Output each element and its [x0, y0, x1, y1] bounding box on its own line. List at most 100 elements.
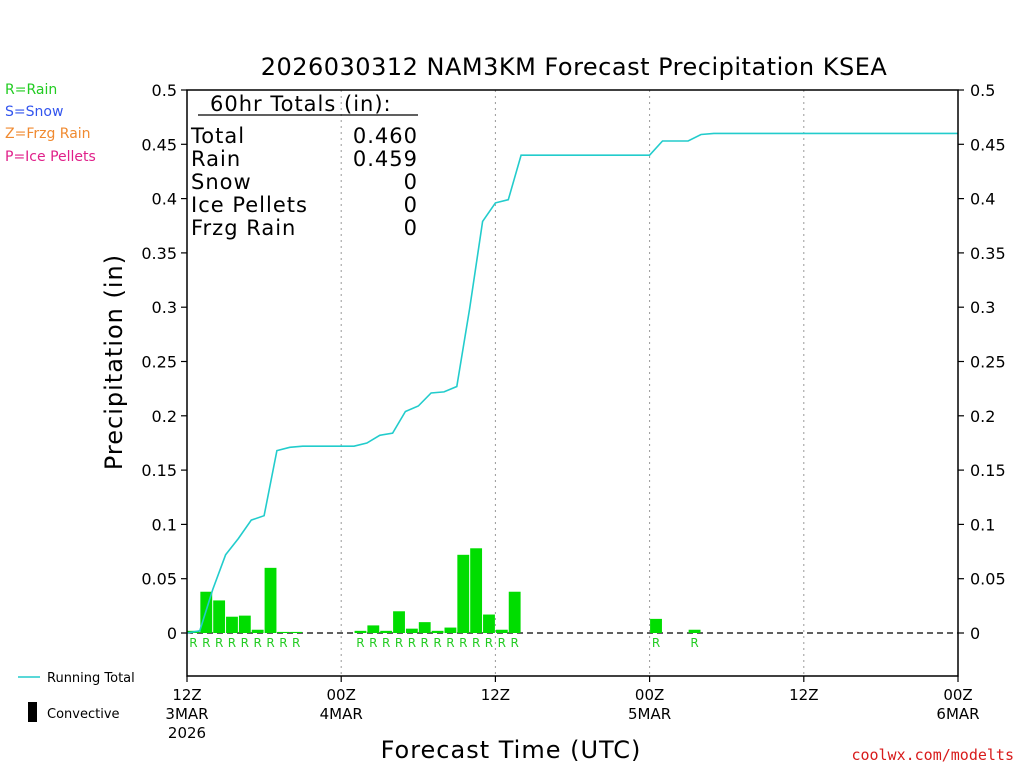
- x-tick-date: 5MAR: [628, 705, 671, 723]
- chart-title: 2026030312 NAM3KM Forecast Precipitation…: [261, 53, 888, 81]
- ptype-marker-rain: R: [228, 636, 236, 650]
- ptype-marker-rain: R: [472, 636, 480, 650]
- ptype-marker-rain: R: [498, 636, 506, 650]
- y-tick-label-left: 0.3: [152, 298, 177, 317]
- bottom-legend: Running Total Convective: [18, 671, 135, 722]
- y-tick-label-left: 0.25: [141, 353, 177, 372]
- bar-hour-40: [688, 629, 701, 633]
- ptype-marker-rain: R: [279, 636, 287, 650]
- ptype-marker-rain: R: [459, 636, 467, 650]
- y-tick-label-left: 0.15: [141, 461, 177, 480]
- ptype-marker-rain: R: [254, 636, 262, 650]
- bar-hour-19: [418, 622, 431, 633]
- x-tick-time: 00Z: [635, 686, 664, 704]
- x-tick-date: 4MAR: [320, 705, 363, 723]
- ptype-marker-rain: R: [511, 636, 519, 650]
- totals-label-frzg: Frzg Rain: [191, 216, 296, 240]
- x-tick-date: 3MAR: [165, 705, 208, 723]
- x-tick-time: 12Z: [481, 686, 510, 704]
- bar-hour-23: [470, 548, 483, 633]
- bar-hour-21: [444, 627, 457, 633]
- y-tick-label-right: 0.1: [970, 515, 995, 534]
- ptype-marker-rain: R: [421, 636, 429, 650]
- totals-label-total: Total: [190, 124, 245, 148]
- totals-box: 60hr Totals (in): Total 0.460 Rain 0.459…: [190, 92, 418, 240]
- y-tick-label-right: 0.25: [970, 353, 1006, 372]
- y-tick-label-left: 0.45: [141, 135, 177, 154]
- ptype-marker-rain: R: [202, 636, 210, 650]
- ptype-marker-rain: R: [189, 636, 197, 650]
- totals-value-total: 0.460: [353, 124, 418, 148]
- ptype-marker-rain: R: [408, 636, 416, 650]
- ptype-marker-rain: R: [446, 636, 454, 650]
- ptype-marker-rain: R: [266, 636, 274, 650]
- ptype-marker-rain: R: [690, 636, 698, 650]
- y-tick-label-right: 0.2: [970, 407, 995, 426]
- bar-hour-24: [483, 614, 495, 633]
- x-tick-date: 6MAR: [936, 705, 979, 723]
- y-tick-label-right: 0.4: [970, 190, 995, 209]
- convective-swatch: [28, 702, 37, 722]
- x-tick-time: 12Z: [789, 686, 818, 704]
- x-tick-year: 2026: [168, 724, 206, 742]
- y-tick-label-right: 0.35: [970, 244, 1006, 263]
- totals-label-pellets: Ice Pellets: [191, 193, 308, 217]
- x-tick-time: 00Z: [943, 686, 972, 704]
- totals-value-snow: 0: [404, 170, 418, 194]
- plot-frame: [186, 89, 959, 677]
- x-tick-time: 00Z: [327, 686, 356, 704]
- bar-hour-15: [367, 625, 380, 633]
- totals-label-rain: Rain: [191, 147, 241, 171]
- running-total-legend-label: Running Total: [47, 671, 135, 686]
- gridlines: [340, 90, 805, 676]
- legend-rain: R=Rain: [5, 82, 58, 98]
- bar-hour-9: [290, 631, 303, 633]
- y-tick-label-left: 0.1: [152, 515, 177, 534]
- ptype-marker-rain: R: [382, 636, 390, 650]
- y-ticks-right: 0 0.05 0.1 0.15 0.2 0.25 0.3 0.35 0.4 0.45 0.5: [958, 81, 1006, 643]
- bar-hour-4: [226, 616, 238, 633]
- legend-snow: S=Snow: [5, 104, 64, 120]
- y-tick-label-right: 0.05: [970, 570, 1006, 589]
- y-tick-label-left: 0.5: [152, 81, 177, 100]
- ptype-marker-rain: R: [356, 636, 364, 650]
- x-tick-time: 12Z: [172, 686, 201, 704]
- ptype-marker-rain: R: [292, 636, 300, 650]
- y-tick-label-left: 0.4: [152, 190, 177, 209]
- bar-hour-5: [238, 615, 251, 633]
- ptype-marker-rain: R: [241, 636, 249, 650]
- ptype-marker-rain: R: [652, 636, 660, 650]
- x-axis-label: Forecast Time (UTC): [381, 736, 642, 764]
- bar-hour-14: [354, 630, 367, 633]
- bar-hour-20: [431, 630, 444, 633]
- totals-header: 60hr Totals (in):: [210, 92, 392, 116]
- ptype-marker-rain: R: [215, 636, 223, 650]
- y-tick-label-left: 0: [167, 624, 177, 643]
- y-axis-label: Precipitation (in): [100, 254, 128, 470]
- y-tick-label-right: 0.15: [970, 461, 1006, 480]
- totals-value-frzg: 0: [404, 216, 418, 240]
- bar-hour-18: [405, 628, 418, 633]
- bar-hour-16: [380, 630, 393, 633]
- ptype-marker-rain: R: [369, 636, 377, 650]
- bar-hour-17: [393, 611, 405, 633]
- bar-hour-7: [264, 567, 277, 633]
- bar-series: [187, 548, 701, 633]
- bar-hour-25: [495, 629, 508, 633]
- bar-hour-8: [277, 631, 290, 633]
- credit-text: coolwx.com/modelts: [851, 746, 1014, 764]
- y-tick-label-right: 0.3: [970, 298, 995, 317]
- y-tick-label-left: 0.2: [152, 407, 177, 426]
- ptype-marker-rain: R: [395, 636, 403, 650]
- bar-hour-3: [213, 600, 226, 633]
- convective-legend-label: Convective: [47, 707, 120, 722]
- bar-hour-37: [650, 618, 662, 633]
- bar-hour-26: [508, 591, 521, 633]
- bar-hour-22: [457, 554, 470, 633]
- y-tick-label-right: 0.5: [970, 81, 995, 100]
- y-tick-label-left: 0.05: [141, 570, 177, 589]
- y-tick-label-right: 0: [970, 624, 980, 643]
